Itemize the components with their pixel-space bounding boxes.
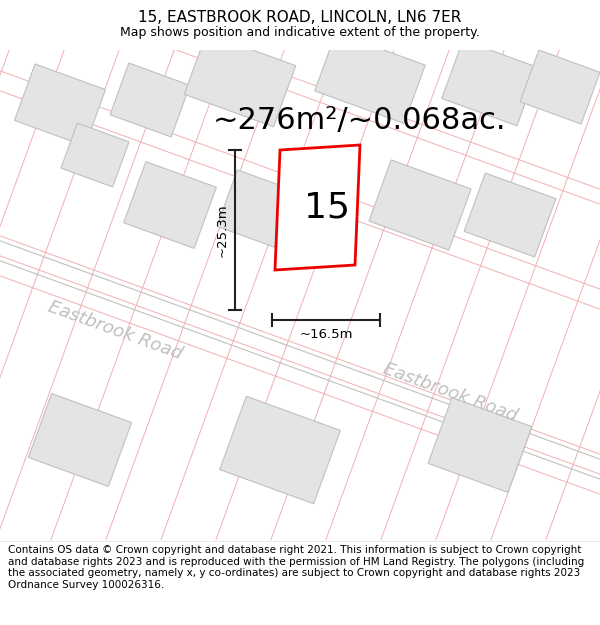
Text: ~25.3m: ~25.3m [215,203,229,257]
Polygon shape [442,40,538,126]
Text: 15, EASTBROOK ROAD, LINCOLN, LN6 7ER: 15, EASTBROOK ROAD, LINCOLN, LN6 7ER [139,10,461,25]
Polygon shape [464,173,556,257]
Polygon shape [61,123,129,187]
Polygon shape [28,394,131,486]
Polygon shape [220,396,340,504]
Text: 15: 15 [305,191,350,224]
Polygon shape [315,32,425,123]
Text: Map shows position and indicative extent of the property.: Map shows position and indicative extent… [120,26,480,39]
Text: ~276m²/~0.068ac.: ~276m²/~0.068ac. [213,106,507,134]
Polygon shape [275,145,360,270]
Polygon shape [124,162,217,248]
Polygon shape [369,160,471,250]
Text: Eastbrook Road: Eastbrook Road [46,298,185,362]
Polygon shape [217,170,303,250]
Polygon shape [14,64,106,146]
Polygon shape [110,63,190,137]
Text: Eastbrook Road: Eastbrook Road [380,359,520,424]
Polygon shape [428,398,532,492]
Polygon shape [520,50,600,124]
Text: Contains OS data © Crown copyright and database right 2021. This information is : Contains OS data © Crown copyright and d… [8,545,584,590]
Text: ~16.5m: ~16.5m [299,329,353,341]
Polygon shape [184,33,296,127]
